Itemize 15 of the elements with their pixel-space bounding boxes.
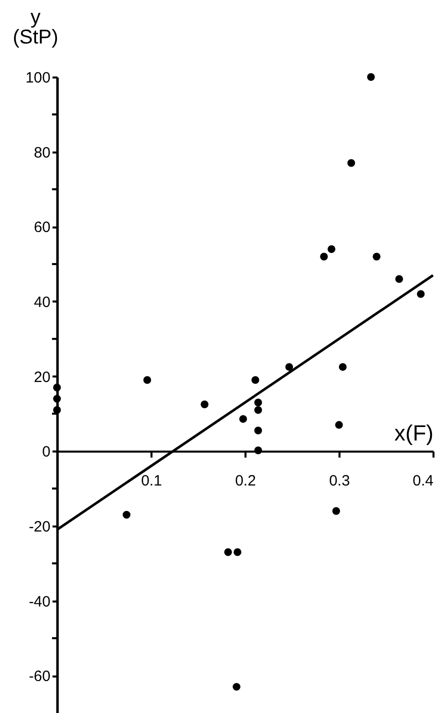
y-tick-label: 60 — [34, 219, 50, 236]
x-tick-label: 0.1 — [141, 472, 162, 490]
y-tick-label: -60 — [28, 668, 50, 686]
y-tick-label: -20 — [28, 518, 50, 536]
y-tick-label: 0 — [42, 444, 50, 461]
y-tick-label: 40 — [34, 294, 50, 311]
y-axis-title: y (StP) — [12, 6, 58, 48]
x-axis-title: x(F) — [394, 420, 434, 446]
y-tick-label: 100 — [25, 70, 50, 86]
x-tick-label: 0.2 — [235, 472, 256, 490]
x-tick-label: 0.4 — [412, 472, 434, 490]
x-tick-label: 0.3 — [329, 472, 350, 490]
y-tick-label: 80 — [34, 144, 50, 162]
y-tick-label: 20 — [34, 368, 50, 386]
y-tick-label: -40 — [28, 593, 50, 610]
